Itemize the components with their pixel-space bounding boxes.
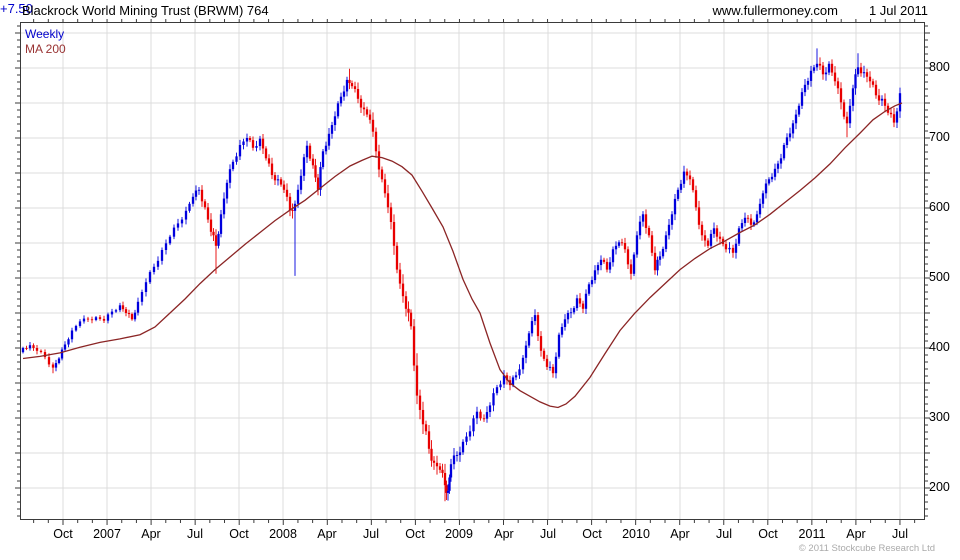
x-axis-label: Oct — [405, 527, 425, 541]
site-link[interactable]: www.fullermoney.com — [712, 3, 838, 18]
x-axis-label: Oct — [582, 527, 602, 541]
copyright: © 2011 Stockcube Research Ltd — [798, 543, 935, 554]
gridlines — [20, 22, 925, 520]
chart-date: 1 Jul 2011 — [868, 3, 928, 18]
y-axis-label: 700 — [929, 130, 950, 144]
candles — [21, 48, 902, 502]
legend-ma200: MA 200 — [25, 42, 66, 56]
chart-title: Blackrock World Mining Trust (BRWM) 764 — [22, 3, 269, 18]
y-axis-label: 300 — [929, 410, 950, 424]
ma-200-line — [22, 102, 903, 409]
x-axis-label: Apr — [317, 527, 337, 541]
x-axis-label: Oct — [758, 527, 778, 541]
plot-area — [15, 19, 930, 525]
x-axis-label: Jul — [892, 527, 908, 541]
y-axis-label: 500 — [929, 270, 950, 284]
plot-border — [20, 22, 925, 520]
title-bar: Blackrock World Mining Trust (BRWM) 764 … — [0, 0, 960, 18]
x-axis-label: 2007 — [93, 527, 121, 541]
y-axis-label: 600 — [929, 200, 950, 214]
y-axis-label: 800 — [929, 60, 950, 74]
legend-weekly: Weekly — [25, 27, 65, 41]
y-axis-label: 400 — [929, 340, 950, 354]
x-axis-label: Jul — [363, 527, 379, 541]
x-axis-label: 2010 — [622, 527, 650, 541]
axis-ticks — [15, 19, 930, 525]
price-chart-svg — [15, 19, 930, 525]
x-axis-label: Apr — [670, 527, 690, 541]
y-axis-label: 200 — [929, 480, 950, 494]
x-axis-label: 2009 — [445, 527, 473, 541]
x-axis-label: Oct — [229, 527, 249, 541]
x-axis-label: Apr — [494, 527, 514, 541]
x-axis-label: Apr — [846, 527, 866, 541]
x-axis-label: Jul — [716, 527, 732, 541]
x-axis-label: 2011 — [798, 527, 826, 541]
x-axis-label: 2008 — [269, 527, 297, 541]
x-axis-label: Oct — [53, 527, 73, 541]
x-axis-label: Jul — [187, 527, 203, 541]
price-change: +7.50 — [0, 1, 33, 16]
x-axis-label: Jul — [540, 527, 556, 541]
x-axis-label: Apr — [141, 527, 161, 541]
